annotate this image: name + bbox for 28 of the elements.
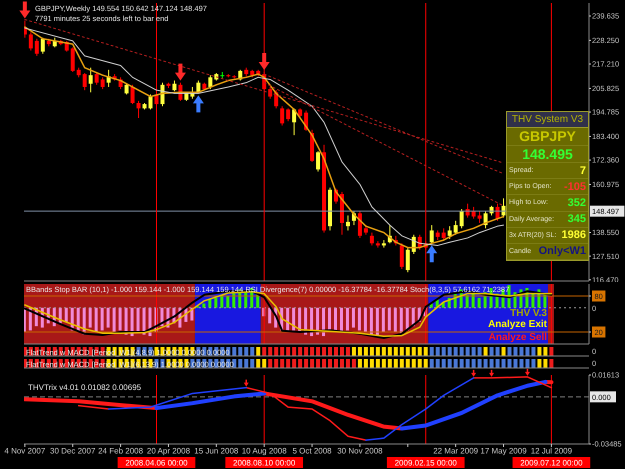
- x-tick-label: 20 Apr 2008: [146, 446, 191, 456]
- text: THV System V3: [507, 112, 588, 128]
- x-tick-label: 15 Jun 2008: [194, 446, 239, 456]
- annotation: 1986: [562, 229, 586, 242]
- x-tick-label: 30 Nov 2008: [337, 446, 384, 456]
- annotation: Only<W1: [538, 245, 586, 258]
- text: THVTrix v4.01 0.01082 0.00695: [28, 383, 142, 392]
- annotation: Analyze Exit: [488, 319, 547, 330]
- x-tick-label: 12 Jul 2009: [530, 446, 573, 456]
- x-tick-label: 30 Dec 2007: [50, 446, 96, 456]
- annotation: 352: [568, 196, 586, 209]
- x-tick-label: 4 Nov 2007: [4, 446, 46, 456]
- annotation: THV V.3: [510, 308, 547, 319]
- annotation: Analyze Sell: [488, 332, 547, 343]
- ref-line-label: 2008.04.06 00:00: [125, 458, 188, 468]
- ref-line-label: 2009.02.15 00:00: [394, 458, 458, 468]
- x-tick-label: 5 Oct 2008: [292, 446, 332, 456]
- annotation: 345: [568, 213, 586, 226]
- x-tick-label: 10 Aug 2008: [242, 446, 288, 456]
- ref-line-label: 2009.07.12 00:00: [520, 458, 584, 468]
- annotation: 7: [580, 164, 586, 177]
- annotation: 148.495: [522, 146, 573, 162]
- x-tick-label: 24 Feb 2008: [98, 446, 144, 456]
- x-tick-label: 22 Mar 2009: [433, 446, 479, 456]
- x-tick-label: 17 May 2009: [480, 446, 528, 456]
- ref-line-label: 2008.08.10 00:00: [233, 458, 296, 468]
- annotation: -105: [564, 180, 586, 193]
- text: GBPJPY: [507, 128, 588, 146]
